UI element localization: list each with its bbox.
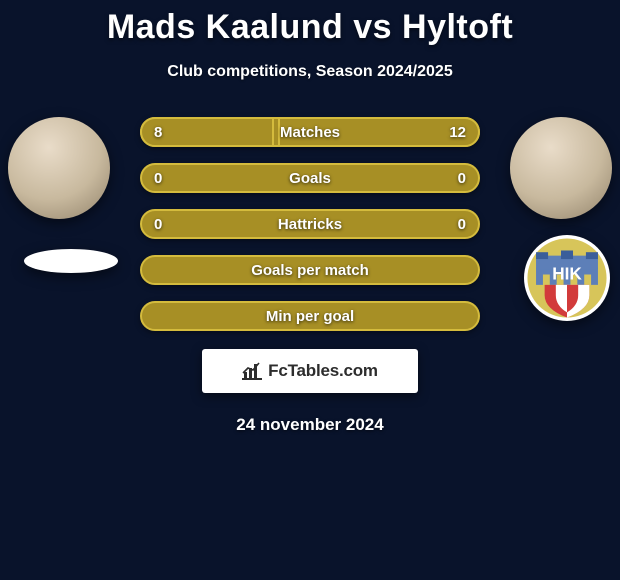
comparison-arena: HIK 8 Matches 12 0 Goals 0 0 Hattricks 0 Goals pe… [0,117,620,347]
brand-text: FcTables.com [268,361,378,381]
stat-value-left: 8 [154,124,162,141]
player-right-avatar [510,117,612,219]
page-subtitle: Club competitions, Season 2024/2025 [0,63,620,81]
stat-value-right: 12 [449,124,466,141]
stat-value-right: 0 [458,170,466,187]
stat-label: Goals per match [251,262,369,279]
club-right-badge: HIK [524,235,610,321]
club-left-badge [24,249,118,273]
stat-row: Min per goal [140,301,480,331]
stat-label: Min per goal [266,308,354,325]
stat-label: Hattricks [278,216,342,233]
club-right-letters: HIK [552,264,582,284]
stat-row: 0 Hattricks 0 [140,209,480,239]
stat-label: Goals [289,170,331,187]
stat-row: Goals per match [140,255,480,285]
shield-icon: HIK [524,235,610,321]
stat-value-right: 0 [458,216,466,233]
stat-row: 8 Matches 12 [140,117,480,147]
brand-box: FcTables.com [202,349,418,393]
stat-value-left: 0 [154,170,162,187]
page-title: Mads Kaalund vs Hyltoft [0,0,620,47]
stat-value-left: 0 [154,216,162,233]
stat-row: 0 Goals 0 [140,163,480,193]
stat-bars: 8 Matches 12 0 Goals 0 0 Hattricks 0 Goals per ma… [140,117,480,347]
player-left-avatar [8,117,110,219]
stat-label: Matches [280,124,340,141]
date-text: 24 november 2024 [0,415,620,435]
bar-chart-icon [242,362,262,380]
